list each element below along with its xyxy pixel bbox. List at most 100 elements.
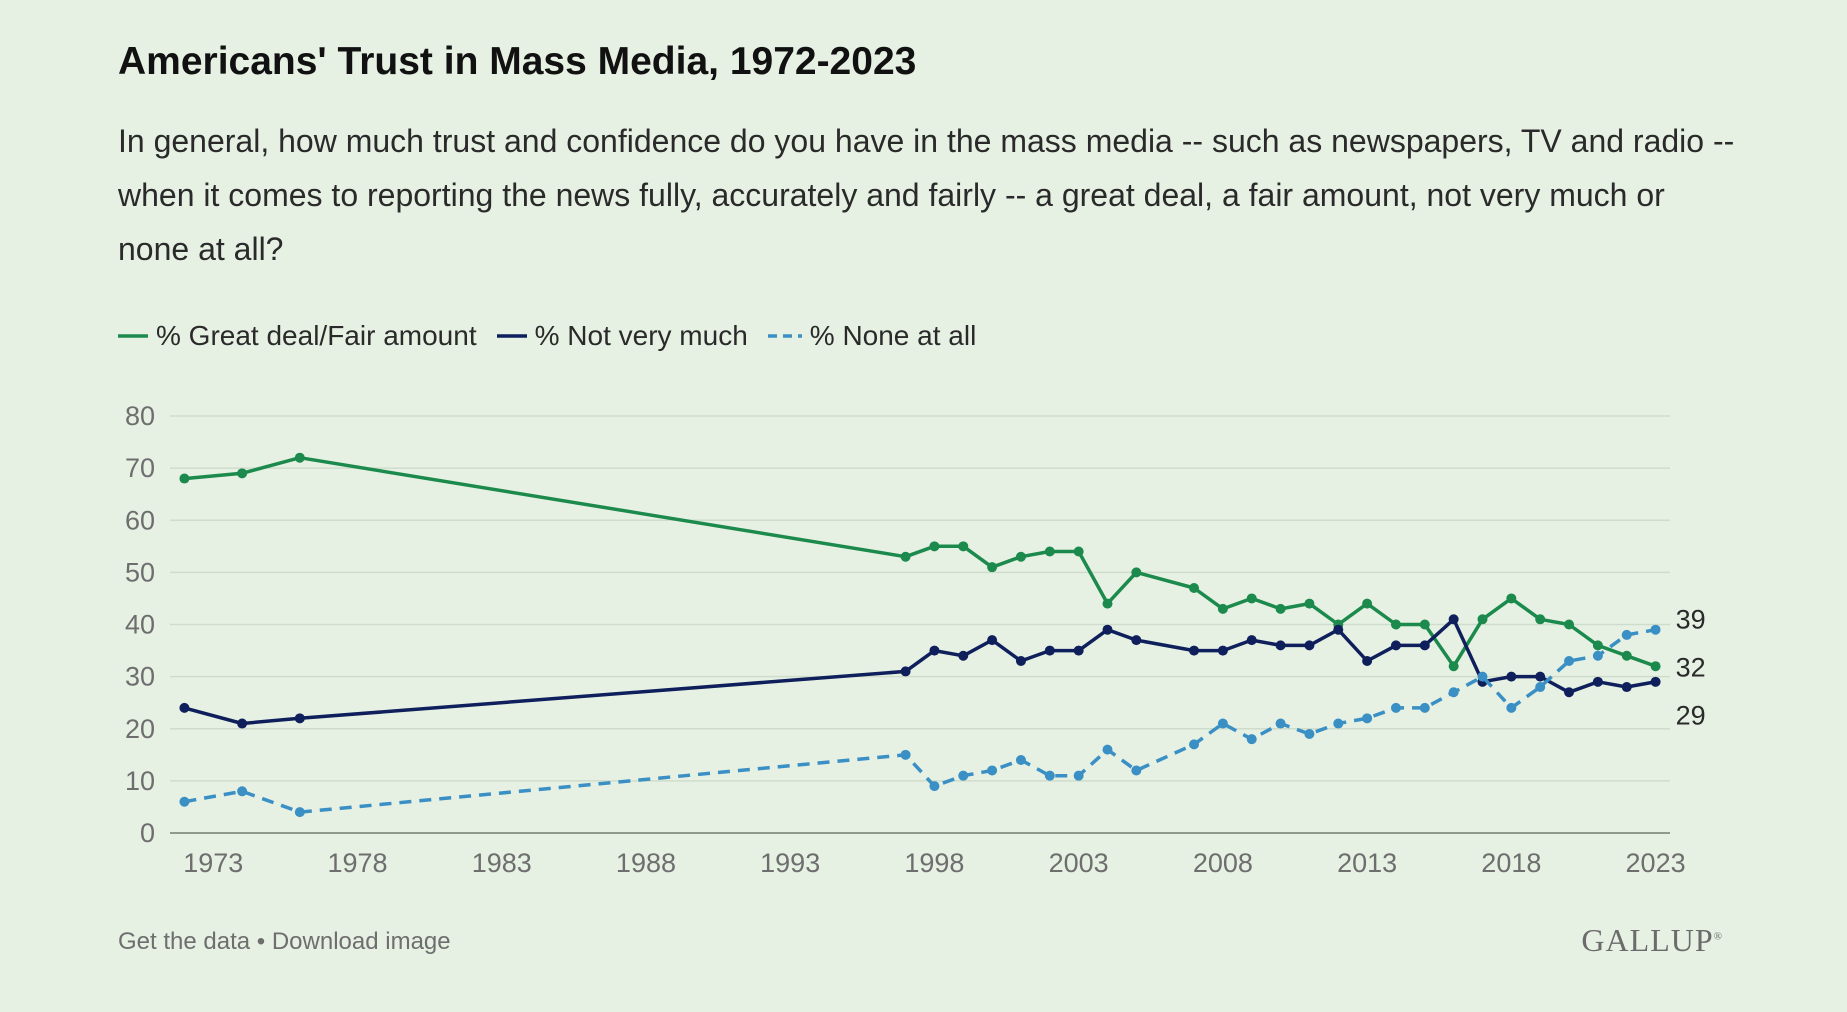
legend-item-none[interactable]: % None at all (767, 320, 977, 352)
end-value-label: 32 (1676, 653, 1706, 683)
data-point (958, 770, 969, 781)
y-tick-label: 80 (125, 401, 155, 431)
data-point (1592, 676, 1603, 687)
data-point (1621, 629, 1632, 640)
data-point (1217, 603, 1228, 614)
data-point (1073, 645, 1084, 656)
data-point (958, 650, 969, 661)
data-point (1044, 645, 1055, 656)
legend-label-not-very: % Not very much (534, 320, 748, 351)
chart-title: Americans' Trust in Mass Media, 1972-202… (118, 40, 917, 83)
x-tick-label: 1998 (904, 848, 964, 878)
legend-label-great-fair: % Great deal/Fair amount (156, 320, 477, 351)
data-point (929, 541, 940, 552)
y-tick-label: 50 (125, 557, 155, 587)
data-point (987, 635, 998, 646)
data-point (294, 713, 305, 724)
data-point (1189, 583, 1200, 594)
data-point (1564, 687, 1575, 698)
data-point (1362, 713, 1373, 724)
data-point (900, 749, 911, 760)
data-point (1506, 671, 1517, 682)
x-tick-label: 2013 (1337, 848, 1397, 878)
legend-item-great-fair[interactable]: % Great deal/Fair amount (118, 320, 477, 352)
data-point (900, 551, 911, 562)
data-point (1189, 739, 1200, 750)
data-point (237, 786, 248, 797)
data-point (1506, 702, 1517, 713)
data-point (1131, 635, 1142, 646)
data-point (1102, 624, 1113, 635)
y-tick-label: 20 (125, 714, 155, 744)
end-value-label: 29 (1676, 701, 1706, 731)
data-point (958, 541, 969, 552)
chart-subtitle: In general, how much trust and confidenc… (118, 123, 1735, 267)
x-tick-label: 2003 (1049, 848, 1109, 878)
data-point (1621, 682, 1632, 693)
data-point (1015, 551, 1026, 562)
legend-swatch-none (767, 334, 802, 338)
data-point (1189, 645, 1200, 656)
data-point (1073, 770, 1084, 781)
legend-label-none: % None at all (809, 320, 977, 351)
legend-item-not-very[interactable]: % Not very much (496, 320, 748, 352)
data-point (1304, 598, 1315, 609)
data-point (1650, 661, 1661, 672)
get-data-link[interactable]: Get the data (118, 928, 251, 955)
data-point (294, 807, 305, 818)
data-point (900, 666, 911, 677)
y-tick-label: 10 (125, 766, 155, 796)
x-tick-label: 1988 (616, 848, 676, 878)
data-point (929, 781, 940, 792)
data-point (1131, 567, 1142, 578)
footer-links: Get the data • Download image (118, 928, 451, 956)
y-tick-label: 40 (125, 610, 155, 640)
data-point (1477, 671, 1488, 682)
data-point (1015, 755, 1026, 766)
data-point (237, 468, 248, 479)
data-point (1304, 640, 1315, 651)
end-value-label: 39 (1676, 605, 1706, 635)
data-point (1131, 765, 1142, 776)
data-point (1275, 603, 1286, 614)
data-point (1246, 593, 1257, 604)
data-point (1102, 744, 1113, 755)
data-point (1419, 640, 1430, 651)
data-point (1564, 619, 1575, 630)
data-point (1390, 702, 1401, 713)
data-point (179, 702, 190, 713)
data-point (1419, 702, 1430, 713)
download-image-link[interactable]: Download image (271, 928, 451, 955)
data-point (1304, 728, 1315, 739)
data-point (1044, 546, 1055, 557)
data-point (1246, 635, 1257, 646)
data-point (1650, 624, 1661, 635)
data-point (1448, 661, 1459, 672)
data-point (987, 765, 998, 776)
data-point (1535, 671, 1546, 682)
data-point (987, 562, 998, 573)
data-point (1535, 682, 1546, 693)
x-tick-label: 2023 (1626, 848, 1686, 878)
data-point (1275, 718, 1286, 729)
data-point (179, 796, 190, 807)
data-point (929, 645, 940, 656)
data-point (1362, 598, 1373, 609)
data-point (1621, 650, 1632, 661)
data-point (1333, 624, 1344, 635)
x-tick-label: 1973 (183, 848, 243, 878)
data-point (1246, 734, 1257, 745)
data-point (1390, 619, 1401, 630)
data-point (1102, 598, 1113, 609)
data-point (1390, 640, 1401, 651)
legend: % Great deal/Fair amount % Not very much… (118, 320, 996, 352)
x-tick-label: 1978 (327, 848, 387, 878)
data-point (1564, 655, 1575, 666)
data-point (1015, 655, 1026, 666)
legend-swatch-great-fair (118, 334, 148, 338)
data-point (179, 473, 190, 484)
data-point (1217, 645, 1228, 656)
x-tick-label: 2008 (1193, 848, 1253, 878)
data-point (237, 718, 248, 729)
data-point (1650, 676, 1661, 687)
